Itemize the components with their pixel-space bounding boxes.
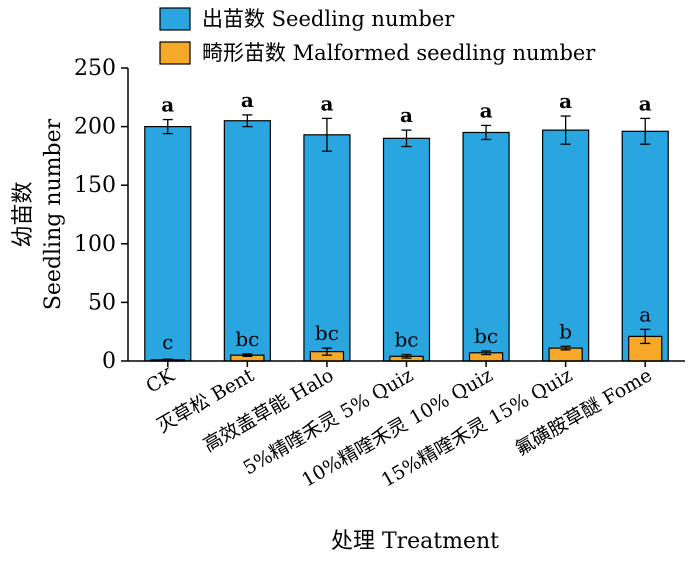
significance-label-1-5: b — [559, 319, 572, 343]
bar-0-1 — [223, 120, 271, 362]
bar-1-6 — [628, 335, 663, 362]
significance-label-0-6: a — [639, 91, 652, 115]
y-tick-label: 0 — [102, 349, 116, 374]
x-axis-title: 处理 Treatment — [331, 529, 499, 554]
y-tick-label: 100 — [74, 232, 116, 257]
significance-label-1-2: bc — [315, 321, 339, 345]
y-axis: 0 50 100 150 200 250 — [74, 56, 129, 374]
significance-label-0-1: a — [241, 88, 254, 112]
legend-label-1: 畸形苗数 Malformed seedling number — [202, 41, 596, 65]
bar-0-6 — [621, 130, 669, 362]
y-axis-title: 幼苗数 Seedling number — [11, 118, 66, 310]
significance-label-0-0: a — [161, 93, 174, 117]
significance-label-1-3: bc — [394, 328, 418, 352]
legend-swatch-0 — [159, 7, 191, 31]
y-tick-label: 250 — [74, 56, 116, 81]
significance-label-1-6: a — [639, 302, 651, 326]
bar-0-0 — [144, 125, 192, 362]
bars: a a a a a a a c bc bc bc bc b a — [144, 88, 669, 362]
significance-label-0-5: a — [559, 89, 572, 113]
x-tick-label: 氟磺胺草醚 Fome — [511, 364, 655, 460]
y-tick-label: 150 — [74, 173, 116, 198]
legend-label-0: 出苗数 Seedling number — [202, 7, 455, 31]
x-tick-label: CK — [142, 364, 179, 398]
legend-swatch-1 — [159, 41, 191, 65]
y-axis-title-line-0: 幼苗数 — [11, 181, 36, 247]
legend: 出苗数 Seedling number 畸形苗数 Malformed seedli… — [159, 7, 596, 65]
y-tick-label: 200 — [74, 115, 116, 140]
bar-0-4 — [462, 131, 510, 362]
significance-label-0-3: a — [400, 103, 413, 127]
bar-0-2 — [303, 134, 351, 362]
significance-label-0-4: a — [480, 98, 493, 122]
significance-label-0-2: a — [320, 91, 333, 115]
y-tick-label: 50 — [88, 290, 116, 315]
y-axis-title-line-1: Seedling number — [41, 118, 66, 310]
significance-label-1-4: bc — [474, 324, 498, 348]
significance-label-1-1: bc — [235, 327, 259, 351]
significance-label-1-0: c — [162, 330, 173, 354]
